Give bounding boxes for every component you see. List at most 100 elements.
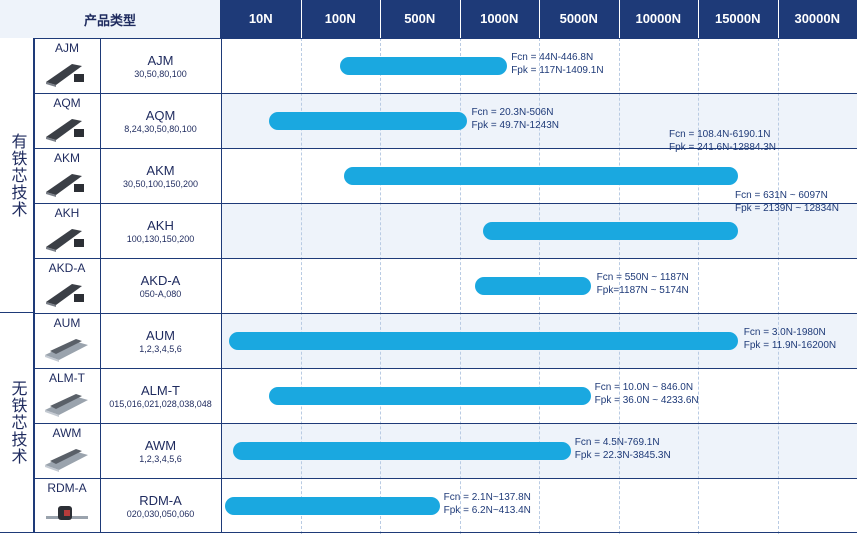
fpk-label: Fpk = 6.2N~413.4N [443,505,531,516]
spec-label: Fcn = 2.1N~137.8N Fpk = 6.2N~413.4N [444,491,531,517]
series-name: AKD-A [48,261,86,275]
series-name: AUM [53,316,81,330]
model-name: AQM [145,108,176,123]
spec-label: Fcn = 550N ~ 1187N Fpk=1187N ~ 5174N [597,271,689,297]
cell-border [221,38,222,533]
model-sizes: 30,50,100,150,200 [122,179,199,189]
header-separator [459,0,461,38]
header-separator [380,0,381,38]
header-product-type: 产品类型 [0,0,221,38]
group-divider [221,313,857,314]
force-level-label: 30000N [794,11,841,26]
row-separator [34,258,857,259]
motor-thumbnail [42,278,92,308]
fpk-label: Fpk = 22.3N-3845.3N [574,450,671,461]
motor-thumbnail [42,223,92,253]
row-separator [34,93,857,94]
group-cell: 无铁芯技术 [0,313,34,533]
spec-label: Fcn = 4.5N-769.1N Fpk = 22.3N-3845.3N [575,436,671,462]
group-cell: 有铁芯技术 [0,38,34,313]
motor-thumbnail [42,58,92,88]
model-name: AKH [147,218,174,233]
header-separator [539,0,540,38]
group-label: 无铁芯技术 [8,380,26,465]
model-name: AWM [144,438,177,453]
force-range-bar [475,277,591,295]
model-name: ALM-T [141,383,180,398]
model-sizes: 1,2,3,4,5,6 [139,344,182,354]
force-level-label: 10N [248,11,273,26]
force-level-label: 500N [404,11,436,26]
fcn-label: Fcn = 108.4N-6190.1N [669,129,771,140]
model-sizes: 30,50,80,100 [134,69,187,79]
series-name: AQM [53,96,81,110]
force-level-label: 1000N [480,11,519,26]
grid-line [698,38,699,534]
force-level-label: 5000N [559,11,598,26]
fcn-label: Fcn = 10.0N ~ 846.0N [594,382,694,393]
model-sizes: 8,24,30,50,80,100 [124,124,197,134]
row-separator [0,532,857,533]
force-range-bar [268,112,468,130]
series-name: AWM [52,426,82,440]
row-separator [0,38,857,39]
fcn-label: Fcn = 3.0N-1980N [743,327,826,338]
header-separator [698,0,699,38]
fpk-label: Fpk = 11.9N-16200N [743,340,837,351]
series-name: ALM-T [49,371,85,385]
fpk-label: Fpk=1187N ~ 5174N [596,285,689,296]
model-name: AJM [147,53,174,68]
spec-label: Fcn = 44N-446.8N Fpk = 117N-1409.1N [511,51,603,77]
model-sizes: 020,030,050,060 [126,509,195,519]
force-level-label: 10000N [635,11,682,26]
group-label: 有铁芯技术 [8,132,26,218]
grid-line [380,38,381,534]
fcn-label: Fcn = 550N ~ 1187N [596,272,689,283]
header-separator [777,0,779,38]
motor-thumbnail [42,333,92,363]
model-sizes: 1,2,3,4,5,6 [139,454,182,464]
model-name: RDM-A [139,493,182,508]
force-range-bar [224,497,440,515]
force-level-label: 100N [324,11,356,26]
spec-label: Fcn = 20.3N-506N Fpk = 49.7N-1243N [471,106,559,132]
cell-border [100,38,101,533]
fcn-label: Fcn = 631N ~ 6097N [735,190,828,201]
motor-thumbnail [42,168,92,198]
series-name: AKM [53,151,80,165]
model-sizes: 015,016,021,028,038,048 [109,399,212,409]
model-name: AKM [146,163,175,178]
force-range-bar [483,222,738,240]
spec-label: Fcn = 3.0N-1980N Fpk = 11.9N-16200N [744,326,836,352]
fcn-label: Fcn = 4.5N-769.1N [574,437,660,448]
force-range-bar [340,57,508,75]
header-separator [618,0,620,38]
series-name: RDM-A [47,481,87,495]
spec-label: Fcn = 10.0N ~ 846.0N Fpk = 36.0N ~ 4233.6… [595,381,699,407]
fpk-label: Fpk = 241.6N-12884.3N [669,142,777,153]
fpk-label: Fpk = 2139N ~ 12834N [735,203,839,214]
series-name: AJM [55,41,79,55]
fpk-label: Fpk = 36.0N ~ 4233.6N [594,395,699,406]
motor-thumbnail [42,113,92,143]
row-separator [34,368,857,369]
force-range-bar [268,387,591,405]
force-level-label: 15000N [714,11,761,26]
force-range-bar [228,332,738,350]
fcn-label: Fcn = 20.3N-506N [471,107,554,118]
model-sizes: 050-A,080 [139,289,182,299]
fcn-label: Fcn = 2.1N~137.8N [443,492,531,503]
force-range-bar [344,167,738,185]
fpk-label: Fpk = 117N-1409.1N [511,65,604,76]
series-name: AKH [54,206,80,220]
grid-line [777,38,779,534]
spec-label: Fcn = 631N ~ 6097N Fpk = 2139N ~ 12834N [735,189,839,215]
motor-thumbnail [42,388,92,418]
force-range-bar [232,442,571,460]
motor-thumbnail [42,443,92,473]
row-separator [34,203,857,204]
model-name: AUM [146,328,175,343]
grid-line [300,38,302,534]
model-sizes: 100,130,150,200 [126,234,195,244]
